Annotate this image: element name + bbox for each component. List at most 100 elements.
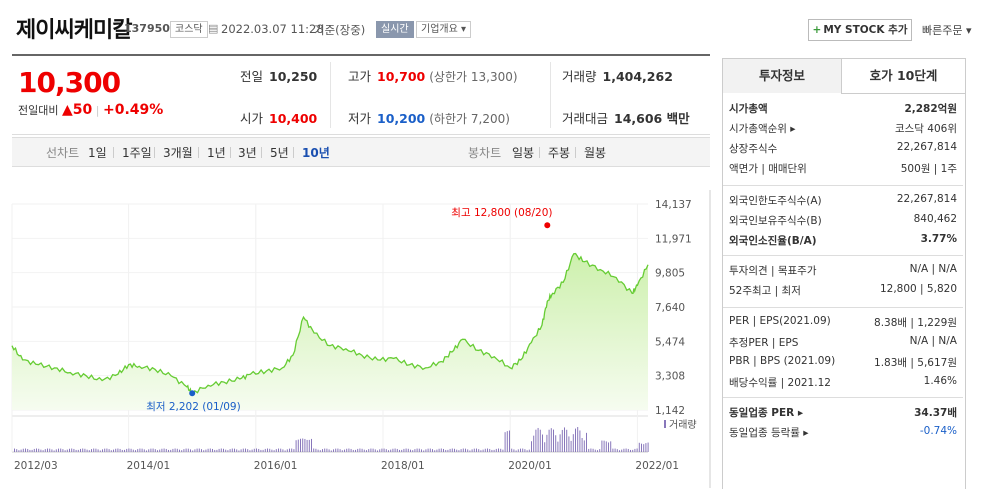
high-point-marker — [544, 222, 551, 229]
volume-bar — [491, 449, 493, 452]
volume-bar — [619, 450, 620, 452]
info-value: 3.77% — [920, 233, 957, 245]
volume-bar — [412, 450, 414, 452]
volume-bar — [432, 449, 433, 452]
volume-bar — [454, 448, 455, 452]
volume-bar — [363, 449, 365, 452]
mystock-add-button[interactable]: + MY STOCK 추가 — [808, 19, 912, 41]
info-row: 추정PER | EPS N/A | N/A — [729, 335, 957, 353]
volume-bar — [643, 444, 645, 452]
volume-bar — [348, 448, 350, 452]
volume-bar — [396, 448, 398, 452]
tab-5year[interactable]: 5년 — [270, 146, 289, 160]
info-value: 코스닥 406위 — [894, 123, 957, 135]
company-overview-label: 기업개요 — [421, 24, 458, 35]
tab-monthly-candle[interactable]: 월봉 — [584, 146, 607, 160]
info-value: 1.46% — [923, 375, 957, 387]
volume-bar — [143, 449, 145, 452]
volume-bar — [86, 449, 88, 452]
volume-bar — [451, 448, 453, 452]
volume-bar — [520, 448, 521, 452]
tab-investment-info[interactable]: 투자정보 — [723, 59, 841, 93]
info-value: 1.83배 | 5,617원 — [874, 357, 957, 369]
volume-bar — [535, 429, 537, 452]
volume-bar — [53, 450, 55, 452]
mystock-label: MY STOCK 추가 — [823, 24, 908, 36]
volume-bar — [115, 448, 117, 452]
volume-bar — [572, 434, 574, 452]
volume-bar — [603, 440, 605, 452]
volume-bar — [306, 439, 308, 452]
y-tick-label: 3,308 — [655, 371, 685, 383]
company-overview-dropdown[interactable]: 기업개요 ▾ — [416, 21, 472, 38]
volume-bar — [36, 448, 37, 452]
divider: | — [95, 104, 100, 117]
info-key: 상장주식수 — [729, 143, 778, 155]
volume-bar — [260, 449, 262, 452]
volume-bar — [207, 448, 209, 452]
info-key: 시가총액 — [729, 103, 768, 115]
volume-bar — [414, 449, 416, 452]
volume-label: 거래량 — [669, 419, 697, 431]
volume-bar — [95, 448, 97, 452]
info-row: 외국인보유주식수(B) 840,462 — [729, 213, 957, 231]
volume-bar — [647, 442, 649, 452]
info-row: 시가총액순위 ▸ 코스닥 406위 — [729, 121, 957, 139]
quote-grid: 전일 10,250 고가 10,700 (상한가 13,300) 거래량 1,404,… — [220, 54, 710, 135]
price-chart[interactable]: 2012/03 2014/01 2016/01 2018/01 2020/01 2022/… — [0, 190, 712, 488]
volume-bar — [478, 449, 480, 452]
volume-bar — [293, 449, 295, 452]
volume-bar — [51, 449, 53, 452]
tab-order-book[interactable]: 호가 10단계 — [841, 59, 965, 94]
info-key: 시가총액순위 ▸ — [729, 123, 796, 135]
volume-bar — [295, 440, 297, 452]
volume-bar — [223, 448, 224, 452]
volume-bar — [80, 448, 81, 452]
volume-bar — [509, 430, 510, 452]
tab-1year[interactable]: 1년 — [207, 146, 226, 160]
volume-bar — [275, 449, 277, 452]
x-tick-label: 2022/01 — [635, 460, 679, 472]
info-key: 동일업종 등락률 ▸ — [729, 427, 809, 439]
info-key: 배당수익률 | 2021.12 — [729, 377, 831, 389]
tab-1week[interactable]: 1주일 — [122, 146, 152, 160]
volume-bar — [218, 448, 220, 452]
volume-bar — [564, 427, 565, 452]
volume-bar — [423, 450, 425, 452]
y-tick-label: 1,142 — [655, 405, 685, 417]
info-value: 8.38배 | 1,229원 — [874, 317, 957, 329]
info-row: 52주최고 | 최저 12,800 | 5,820 — [729, 283, 957, 301]
volume-bar — [201, 449, 202, 452]
volume-bar — [368, 449, 370, 452]
info-row: 동일업종 PER ▸ 34.37배 — [729, 405, 957, 423]
volume-bar — [335, 448, 337, 452]
tab-weekly-candle[interactable]: 주봉 — [548, 146, 571, 160]
tab-3month[interactable]: 3개월 — [163, 146, 193, 160]
section-divider — [723, 255, 963, 256]
tab-10year[interactable]: 10년 — [302, 146, 330, 160]
volume-bar — [471, 449, 473, 452]
info-key: PER | EPS(2021.09) — [729, 315, 831, 327]
price-change: 전일대비 ▲50 | +0.49% — [18, 102, 163, 118]
volume-bar — [495, 448, 497, 452]
volume-bar — [128, 448, 130, 452]
info-row: 외국인소진율(B/A) 3.77% — [729, 233, 957, 251]
info-value: 22,267,814 — [896, 141, 957, 153]
info-value: -0.74% — [919, 425, 957, 437]
high-price: 고가 10,700 (상한가 13,300) — [348, 69, 518, 84]
info-key: 외국인소진율(B/A) — [729, 235, 817, 247]
volume-bar — [460, 449, 462, 452]
tab-daily-candle[interactable]: 일봉 — [512, 146, 535, 160]
volume-bar — [297, 439, 299, 452]
volume-bar — [458, 450, 460, 452]
quick-order-button[interactable]: 빠른주문 ▾ — [922, 22, 972, 38]
volume-bar — [284, 450, 286, 452]
tab-3year[interactable]: 3년 — [238, 146, 257, 160]
price-box: 10,300 전일대비 ▲50 | +0.49% — [12, 54, 220, 135]
volume-bar — [324, 448, 326, 452]
volume-bar — [385, 449, 387, 452]
volume-bar — [181, 450, 183, 452]
low-price: 저가 10,200 (하한가 7,200) — [348, 111, 510, 126]
tab-1day[interactable]: 1일 — [88, 146, 107, 160]
volume-bar — [524, 449, 526, 452]
